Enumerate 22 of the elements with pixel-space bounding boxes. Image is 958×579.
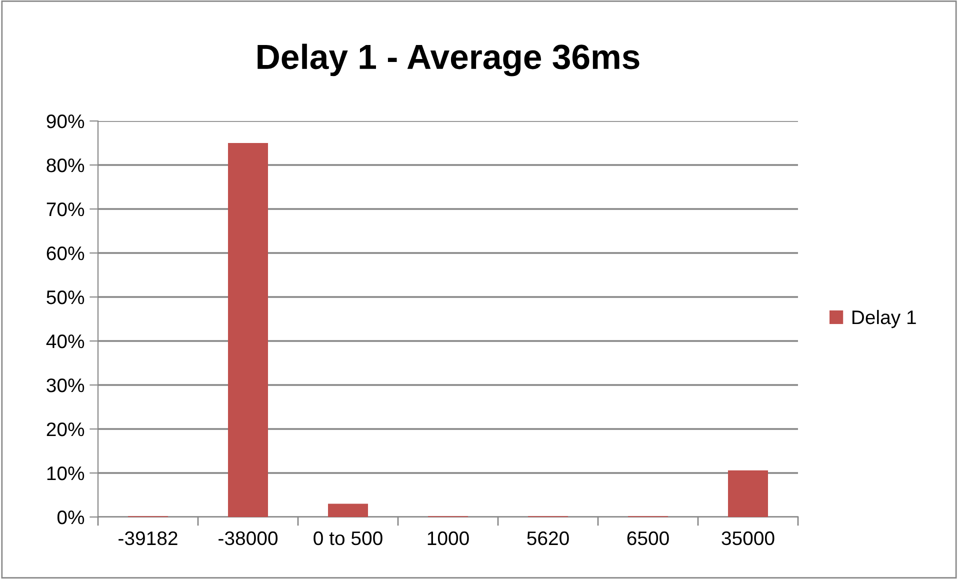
- bar: [228, 143, 268, 517]
- y-tick-label: 70%: [46, 202, 84, 216]
- x-tick-label: 1000: [428, 531, 469, 546]
- y-tick-label: 60%: [46, 246, 84, 260]
- y-tick-label: 30%: [46, 378, 84, 392]
- x-tick-label: -39182: [118, 531, 178, 546]
- y-tick-label: 90%: [46, 114, 84, 128]
- y-tick-label: 10%: [47, 466, 84, 480]
- y-tick-label: 80%: [46, 158, 84, 172]
- x-tick-label: 35000: [722, 531, 774, 546]
- x-tick-label: 6500: [627, 531, 669, 546]
- legend-label: Delay 1: [852, 310, 916, 328]
- x-tick-label: -38000: [218, 531, 278, 546]
- chart-title: Delay 1 - Average 36ms: [258, 44, 640, 76]
- y-tick-label: 50%: [46, 290, 84, 304]
- bar: [328, 504, 368, 517]
- bar: [728, 470, 768, 517]
- y-tick-label: 20%: [46, 422, 84, 436]
- y-tick-label: 40%: [46, 334, 84, 348]
- y-tick-label: 0%: [57, 510, 84, 524]
- x-tick-label: 5620: [527, 531, 569, 546]
- x-tick-label: 0 to 500: [314, 531, 382, 546]
